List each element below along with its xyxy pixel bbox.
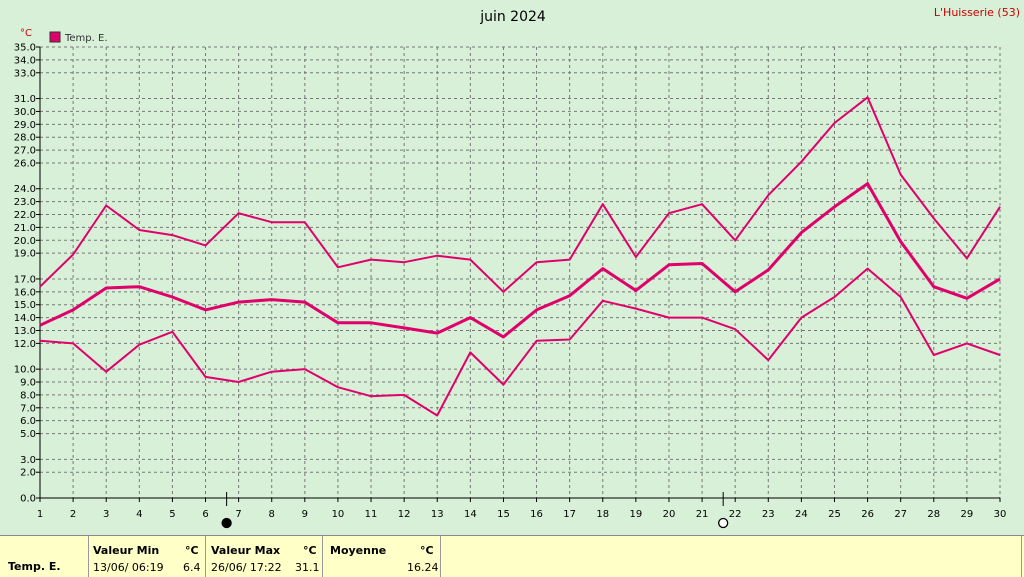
y-tick-label: 6.0 xyxy=(20,416,36,427)
summary-avg-cell: Moyenne °C 16.24 xyxy=(323,536,441,577)
summary-row-label: Temp. E. xyxy=(8,560,61,573)
min-when: 13/06/ 06:19 xyxy=(93,561,164,574)
y-tick-label: 12.0 xyxy=(14,339,36,350)
x-tick-label: 3 xyxy=(103,509,109,520)
x-tick-label: 8 xyxy=(269,509,275,520)
summary-empty-cell xyxy=(441,536,1022,577)
y-tick-label: 3.0 xyxy=(20,455,36,466)
plot-area: 0.0 2.0 3.0 5.0 6.0 7.0 8.09.0 10.0 12.0 13.0 14.0… xyxy=(14,43,1007,529)
avg-value: 16.24 xyxy=(407,561,439,574)
max-unit: °C xyxy=(303,544,317,557)
x-tick-label: 14 xyxy=(464,509,477,520)
y-tick-label: 28.0 xyxy=(14,133,36,144)
x-tick-label: 12 xyxy=(398,509,411,520)
x-tick-label: 26 xyxy=(861,509,874,520)
x-tick-label: 9 xyxy=(302,509,308,520)
summary-table: Temp. E. Valeur Min °C 13/06/ 06:19 6.4 … xyxy=(0,535,1024,577)
x-tick-label: 25 xyxy=(828,509,841,520)
x-tick-label: 18 xyxy=(596,509,609,520)
min-unit: °C xyxy=(185,544,199,557)
x-tick-label: 21 xyxy=(696,509,709,520)
y-tick-label: 14.0 xyxy=(14,313,36,324)
y-axis-unit: °C xyxy=(20,28,32,39)
y-tick-label: 19.0 xyxy=(14,249,36,260)
series-line-max xyxy=(39,96,1001,293)
x-tick-label: 1 xyxy=(37,509,43,520)
avg-label: Moyenne xyxy=(330,544,387,557)
y-tick-label: 33.0 xyxy=(14,68,36,79)
y-tick-label: 16.0 xyxy=(14,287,36,298)
y-tick-label: 29.0 xyxy=(14,120,36,131)
x-tick-label: 4 xyxy=(136,509,142,520)
summary-max-cell: Valeur Max °C 26/06/ 17:22 31.1 xyxy=(206,536,323,577)
y-tick-label: 13.0 xyxy=(14,326,36,337)
temperature-chart: juin 2024 L'Huisserie (53) °C Temp. E. 0… xyxy=(14,6,1020,529)
x-tick-label: 17 xyxy=(563,509,576,520)
x-tick-label: 13 xyxy=(431,509,444,520)
summary-min-cell: Valeur Min °C 13/06/ 06:19 6.4 xyxy=(89,536,206,577)
y-tick-label: 7.0 xyxy=(20,403,36,414)
min-label: Valeur Min xyxy=(93,544,160,557)
y-tick-label: 27.0 xyxy=(14,146,36,157)
y-tick-label: 2.0 xyxy=(20,468,36,479)
y-tick-label: 23.0 xyxy=(14,197,36,208)
max-when: 26/06/ 17:22 xyxy=(211,561,282,574)
y-tick-label: 20.0 xyxy=(14,236,36,247)
y-tick-label: 34.0 xyxy=(14,55,36,66)
x-tick-label: 29 xyxy=(961,509,974,520)
x-tick-label: 7 xyxy=(235,509,241,520)
x-tick-label: 27 xyxy=(894,509,907,520)
series-line-min xyxy=(39,267,1001,417)
y-tick-label: 22.0 xyxy=(14,210,36,221)
y-tick-label: 15.0 xyxy=(14,300,36,311)
new-moon-icon xyxy=(221,517,232,529)
min-value: 6.4 xyxy=(183,561,201,574)
x-tick-label: 24 xyxy=(795,509,808,520)
y-tick-label: 8.0 xyxy=(20,390,36,401)
y-tick-label: 0.0 xyxy=(20,494,36,505)
full-moon-icon xyxy=(718,517,729,529)
y-tick-label: 17.0 xyxy=(14,274,36,285)
x-tick-label: 16 xyxy=(530,509,543,520)
station-name: L'Huisserie (53) xyxy=(934,6,1020,19)
x-tick-label: 15 xyxy=(497,509,510,520)
chart-title: juin 2024 xyxy=(479,9,546,25)
y-tick-label: 31.0 xyxy=(14,94,36,105)
x-tick-label: 5 xyxy=(169,509,175,520)
x-tick-label: 23 xyxy=(762,509,775,520)
summary-row-label-cell: Temp. E. xyxy=(0,536,89,577)
x-tick-label: 11 xyxy=(365,509,378,520)
y-tick-label: 24.0 xyxy=(14,184,36,195)
x-tick-label: 30 xyxy=(994,509,1007,520)
x-tick-label: 10 xyxy=(332,509,345,520)
y-tick-label: 21.0 xyxy=(14,223,36,234)
y-tick-label: 30.0 xyxy=(14,107,36,118)
x-tick-label: 6 xyxy=(202,509,208,520)
x-tick-label: 19 xyxy=(629,509,642,520)
y-tick-label: 35.0 xyxy=(14,43,36,54)
series-line-mean xyxy=(39,182,1001,339)
x-tick-label: 20 xyxy=(663,509,676,520)
y-tick-label: 9.0 xyxy=(20,378,36,389)
y-tick-label: 10.0 xyxy=(14,365,36,376)
y-tick-label: 5.0 xyxy=(20,429,36,440)
plot-background xyxy=(40,47,1000,498)
max-value: 31.1 xyxy=(295,561,320,574)
x-tick-label: 28 xyxy=(927,509,940,520)
avg-unit: °C xyxy=(420,544,434,557)
y-tick-label: 26.0 xyxy=(14,158,36,169)
max-label: Valeur Max xyxy=(211,544,281,557)
legend-swatch xyxy=(49,31,61,43)
x-tick-label: 22 xyxy=(729,509,742,520)
legend-label: Temp. E. xyxy=(64,33,108,44)
x-tick-label: 2 xyxy=(70,509,76,520)
